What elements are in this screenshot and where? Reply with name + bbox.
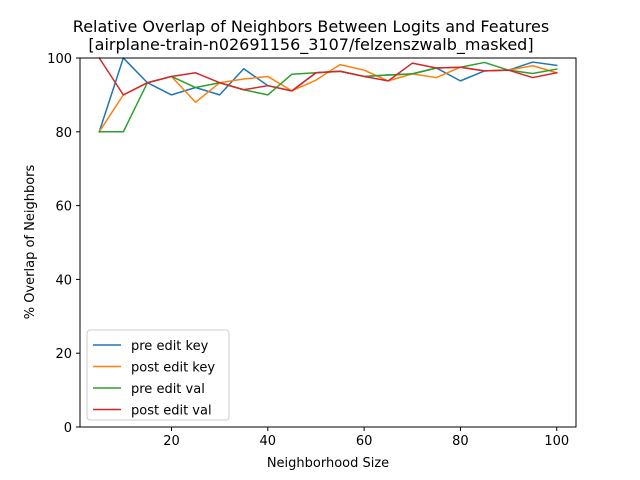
y-tick-label: 100 (47, 52, 72, 67)
legend-label: post edit key (131, 361, 215, 376)
series-lines (98, 56, 558, 133)
legend-label: pre edit key (131, 339, 209, 354)
series-line-pre-edit-key (98, 57, 558, 133)
x-tick-label: 40 (260, 434, 277, 449)
chart-subtitle: [airplane-train-n02691156_3107/felzenszw… (88, 35, 533, 55)
x-axis-ticks: 20 40 60 80 100 (163, 427, 569, 449)
y-tick-label: 80 (55, 126, 72, 141)
y-axis-ticks: 0 20 40 60 80 100 (47, 52, 80, 436)
y-tick-label: 0 (64, 421, 72, 436)
y-tick-label: 40 (55, 273, 72, 288)
legend-label: post edit val (131, 404, 212, 419)
x-tick-label: 80 (452, 434, 469, 449)
y-tick-label: 20 (55, 347, 72, 362)
series-line-post-edit-val (98, 56, 558, 96)
y-axis-label: % Overlap of Neighbors (23, 165, 38, 320)
x-axis-label: Neighborhood Size (267, 456, 389, 471)
series-line-post-edit-key (98, 63, 558, 133)
chart-title: Relative Overlap of Neighbors Between Lo… (73, 17, 549, 36)
x-tick-label: 20 (163, 434, 180, 449)
y-tick-label: 60 (55, 200, 72, 215)
x-tick-label: 100 (544, 434, 569, 449)
plot-area-frame (79, 57, 577, 428)
legend: pre edit key post edit key pre edit val pos… (86, 329, 230, 421)
legend-label: pre edit val (131, 382, 205, 397)
x-tick-label: 60 (356, 434, 373, 449)
legend-box (86, 329, 230, 421)
